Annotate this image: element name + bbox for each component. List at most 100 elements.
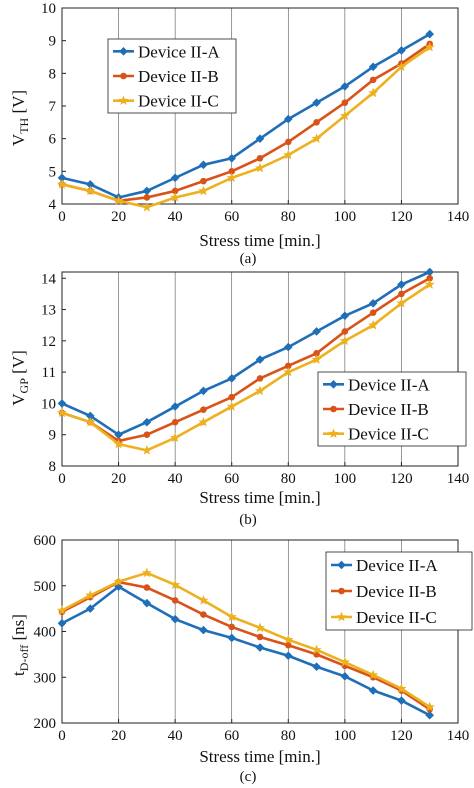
y-axis-title-unit: [ns] — [9, 614, 28, 645]
y-tick-label: 4 — [49, 197, 57, 213]
y-axis-title-symbol: t — [9, 671, 28, 676]
legend: Device II-A Device II-B Device II-C — [317, 371, 467, 447]
data-point — [56, 605, 68, 615]
data-point — [113, 438, 124, 449]
y-axis-title-symbol: V — [9, 133, 28, 146]
data-point — [254, 622, 266, 633]
y-tick-label: 14 — [41, 271, 57, 287]
data-point — [171, 418, 179, 426]
data-point — [369, 309, 377, 316]
y-tick-label: 6 — [49, 132, 57, 148]
data-point — [141, 201, 152, 212]
chart-panel-2: 0 20 40 60 80 100 120 140 8 9 10 11 12 13 14 Stress tim… — [9, 267, 469, 528]
y-tick-label: 9 — [49, 428, 57, 444]
series-line-device-ii-a — [61, 33, 431, 199]
data-point — [341, 99, 349, 107]
y-axis-title-subscript: TH — [17, 117, 31, 133]
data-point — [255, 643, 265, 652]
data-point — [396, 297, 407, 308]
data-point — [424, 701, 435, 712]
y-axis-title: VGP [V] — [9, 350, 31, 405]
data-point — [341, 328, 349, 335]
data-point — [398, 290, 405, 298]
data-point — [85, 590, 96, 600]
x-tick-label: 0 — [58, 471, 66, 487]
data-point — [56, 407, 68, 418]
data-point — [227, 153, 237, 163]
data-point — [200, 611, 207, 618]
y-axis-title: tD-off [ns] — [9, 614, 31, 676]
data-point — [339, 656, 350, 667]
data-point — [170, 402, 180, 411]
x-tick-label: 0 — [58, 728, 66, 744]
data-point — [283, 149, 294, 160]
data-point — [170, 579, 181, 590]
x-tick-label: 120 — [390, 471, 413, 487]
y-tick-label: 7 — [49, 99, 57, 115]
panel-caption: (a) — [240, 251, 257, 267]
legend: Device II-A Device II-B Device II-C — [107, 38, 237, 114]
series-line-device-ii-c — [61, 46, 431, 209]
legend-marker — [120, 72, 127, 80]
data-point — [114, 582, 123, 591]
data-point — [369, 76, 377, 84]
data-point — [254, 162, 266, 173]
y-tick-label: 200 — [34, 716, 57, 732]
data-point — [283, 366, 294, 377]
data-point — [283, 342, 293, 352]
data-point — [226, 401, 237, 411]
data-point — [113, 195, 124, 206]
data-point — [256, 633, 264, 641]
data-point — [199, 386, 208, 396]
x-tick-label: 140 — [447, 209, 470, 225]
legend-label: Device II-B — [348, 400, 429, 419]
data-point — [198, 185, 209, 196]
y-tick-label: 13 — [41, 303, 56, 319]
chart-panel-3: 0 20 40 60 80 100 120 140 200 300 400 500 600 Stress … — [9, 533, 473, 785]
legend-marker — [118, 95, 129, 105]
data-point — [396, 61, 407, 72]
y-tick-label: 400 — [34, 625, 57, 641]
data-point — [170, 173, 180, 183]
data-point — [339, 110, 350, 121]
data-point — [283, 114, 293, 124]
legend-label: Device II-C — [138, 92, 219, 111]
y-tick-label: 500 — [34, 579, 57, 595]
data-point — [226, 172, 237, 183]
y-tick-label: 10 — [41, 1, 56, 17]
legend-marker — [330, 405, 337, 413]
y-tick-label: 9 — [49, 34, 57, 50]
y-tick-label: 12 — [41, 334, 56, 350]
data-point — [228, 623, 236, 631]
y-axis-title-subscript: GP — [17, 378, 31, 394]
data-point — [141, 445, 152, 455]
series-line-device-ii-c — [61, 283, 431, 452]
y-axis-title-symbol: V — [9, 393, 28, 406]
x-axis-title: Stress time [min.] — [199, 488, 320, 507]
x-tick-label: 20 — [111, 728, 126, 744]
y-axis-title-subscript: D-off — [17, 645, 31, 671]
data-point — [226, 611, 237, 622]
x-tick-label: 20 — [111, 471, 126, 487]
legend-label: Device II-C — [348, 425, 429, 444]
y-tick-label: 11 — [42, 365, 56, 381]
data-point — [255, 134, 265, 143]
legend-label: Device II-B — [138, 67, 219, 86]
data-point — [85, 604, 95, 613]
legend-label: Device II-A — [138, 42, 220, 61]
data-point — [228, 393, 236, 401]
x-tick-label: 140 — [447, 728, 470, 744]
data-point — [425, 29, 435, 39]
legend-marker — [338, 587, 345, 595]
y-tick-label: 300 — [34, 670, 57, 686]
data-point — [142, 598, 152, 608]
legend-label: Device II-C — [356, 608, 437, 627]
data-point — [339, 335, 350, 346]
data-point — [396, 683, 407, 693]
data-point — [57, 399, 67, 408]
x-tick-label: 60 — [224, 471, 239, 487]
data-point — [113, 576, 124, 586]
y-axis-title: VTH [V] — [9, 90, 31, 146]
legend-label: Device II-A — [356, 556, 438, 575]
